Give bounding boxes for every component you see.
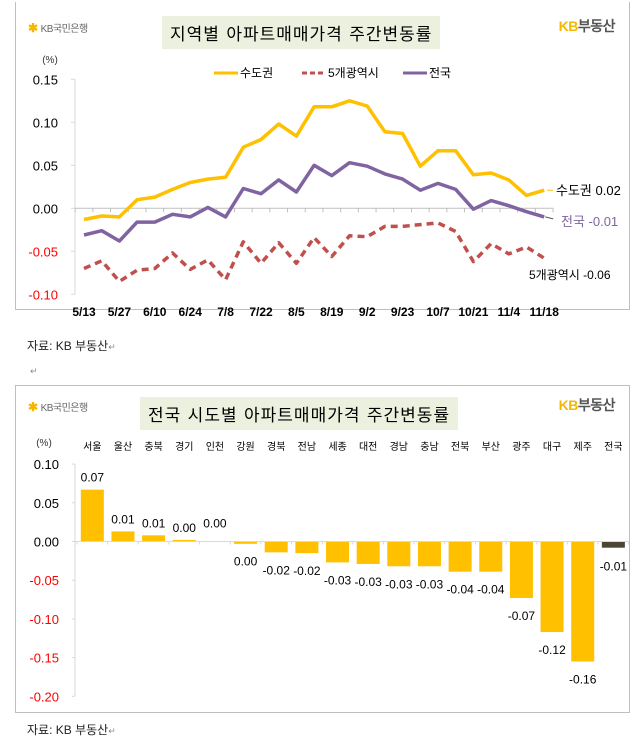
- legend-label-2: 5개광역시: [328, 66, 379, 80]
- legend-label-3: 전국: [429, 66, 451, 80]
- kb-bank-logo: ✱ KB국민은행: [28, 399, 88, 414]
- line-chart-frame: ✱ KB국민은행 KB부동산 지역별 아파트매매가격 주간변동률: [15, 2, 630, 310]
- y-tick-label: 0.15: [33, 72, 58, 87]
- line-chart: 0.15 0.10 0.05 0.00 -0.05 -0.10 (%) 5/13 5/27 6/1…: [28, 55, 621, 319]
- bar-chart-frame: ✱ KB국민은행 KB부동산 전국 시도별 아파트매매가격 주간변동률: [15, 385, 630, 713]
- x-tick-label: 5/13: [72, 305, 96, 319]
- chart-title: 전국 시도별 아파트매매가격 주간변동률: [140, 397, 459, 430]
- series-line-1: [83, 99, 545, 222]
- kb-realestate-logo-text: 부동산: [577, 18, 616, 34]
- source-text: 자료: KB 부동산: [27, 339, 109, 353]
- kb-bank-logo: ✱ KB국민은행: [28, 20, 88, 35]
- y-tick-label: -0.10: [28, 287, 58, 302]
- y-axis-unit-label: (%): [42, 55, 58, 66]
- source-text: 자료: KB 부동산: [27, 723, 109, 737]
- source-note: 자료: KB 부동산↵: [27, 337, 116, 354]
- x-tick-label: 11/4: [497, 305, 520, 319]
- x-tick-label: 11/18: [530, 305, 560, 319]
- paragraph-mark: ↵: [108, 342, 116, 352]
- x-tick-label: 10/21: [458, 305, 488, 319]
- kb-star-icon: ✱: [28, 400, 38, 414]
- end-label-national: 전국 -0.01: [561, 214, 618, 229]
- kb-star-icon: ✱: [28, 21, 38, 35]
- x-tick-label: 6/24: [179, 305, 203, 319]
- end-label-leader: [545, 216, 554, 220]
- x-tick-label: 7/22: [249, 305, 273, 319]
- x-tick-label: 9/2: [359, 305, 376, 319]
- series-line-2: [83, 221, 546, 284]
- x-tick-label: 7/8: [217, 305, 234, 319]
- kb-realestate-logo-kb: KB: [558, 397, 579, 413]
- kb-bank-logo-text: KB국민은행: [40, 403, 89, 414]
- legend-label-1: 수도권: [240, 66, 273, 80]
- paragraph-mark: ↵: [30, 367, 38, 377]
- y-tick-label: -0.05: [28, 244, 58, 259]
- y-tick-label: 0.05: [33, 158, 58, 173]
- end-label-metro5: 5개광역시 -0.06: [529, 268, 611, 282]
- chart-title: 지역별 아파트매매가격 주간변동률: [162, 16, 441, 49]
- paragraph-mark: ↵: [108, 726, 116, 736]
- y-tick-label: 0.10: [33, 115, 58, 130]
- x-tick-label: 9/23: [391, 305, 415, 319]
- x-tick-label: 5/27: [108, 305, 132, 319]
- x-tick-label: 10/7: [426, 305, 450, 319]
- x-tick-label: 8/19: [320, 305, 344, 319]
- x-tick-label: 8/5: [288, 305, 305, 319]
- kb-realestate-logo-kb: KB: [558, 18, 579, 34]
- x-tick-label: 6/10: [143, 305, 167, 319]
- kb-realestate-logo: KB부동산: [558, 395, 616, 415]
- end-label-sudogwon: 수도권 0.02: [556, 183, 621, 198]
- kb-realestate-logo: KB부동산: [558, 16, 616, 36]
- kb-realestate-logo-text: 부동산: [577, 397, 616, 413]
- kb-bank-logo-text: KB국민은행: [40, 24, 89, 35]
- y-tick-label: 0.00: [33, 201, 58, 216]
- source-note: 자료: KB 부동산↵: [27, 721, 116, 738]
